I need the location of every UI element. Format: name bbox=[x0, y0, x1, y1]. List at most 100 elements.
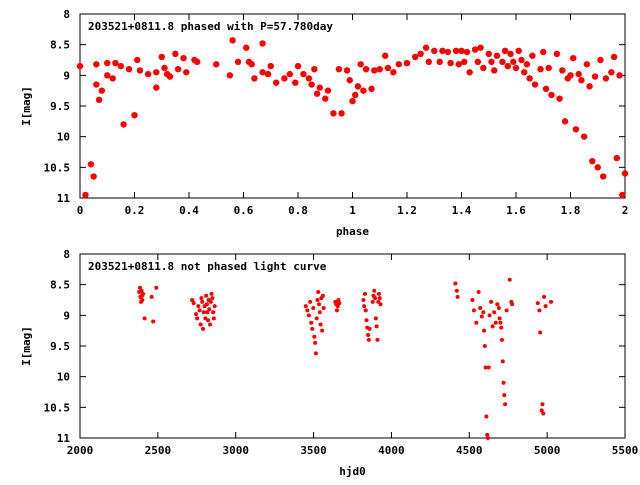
unphased-data-point bbox=[311, 305, 316, 310]
phased-y-tick-label: 9 bbox=[63, 69, 70, 82]
phased-data-point bbox=[477, 44, 484, 51]
unphased-data-point bbox=[362, 304, 367, 309]
unphased-data-point bbox=[484, 414, 489, 419]
unphased-data-point bbox=[504, 308, 509, 313]
unphased-data-point bbox=[362, 291, 367, 296]
phased-data-point bbox=[526, 75, 533, 82]
phased-data-point bbox=[480, 64, 487, 72]
phased-data-point bbox=[613, 154, 621, 162]
unphased-data-point bbox=[191, 301, 196, 306]
phased-data-point bbox=[520, 69, 528, 76]
unphased-data-point bbox=[497, 316, 502, 321]
phased-data-point bbox=[300, 70, 307, 78]
phased-data-point bbox=[349, 97, 356, 105]
phased-data-point bbox=[444, 48, 452, 56]
phased-data-point bbox=[545, 64, 552, 72]
phased-data-point bbox=[313, 90, 321, 97]
phased-data-point bbox=[324, 87, 332, 94]
unphased-data-point bbox=[201, 326, 206, 331]
phased-data-point bbox=[322, 95, 329, 102]
phased-data-point bbox=[229, 37, 236, 44]
phased-data-point bbox=[234, 58, 242, 66]
unphased-data-point bbox=[454, 288, 459, 293]
unphased-x-tick-label: 2500 bbox=[145, 444, 172, 457]
unphased-data-point bbox=[194, 312, 199, 317]
unphased-data-point bbox=[212, 304, 217, 309]
phased-y-tick-label: 10.5 bbox=[44, 161, 71, 174]
phased-y-tick-label: 8 bbox=[63, 8, 70, 21]
unphased-x-tick-label: 2000 bbox=[67, 444, 94, 457]
phased-x-tick-label: 2 bbox=[622, 204, 629, 217]
phased-data-point bbox=[540, 48, 547, 56]
phased-data-point bbox=[90, 173, 97, 180]
unphased-y-tick-label: 8 bbox=[63, 248, 70, 261]
unphased-y-tick-label: 11 bbox=[57, 432, 71, 445]
unphased-data-point bbox=[306, 313, 311, 318]
phased-data-point bbox=[491, 67, 498, 74]
unphased-data-point bbox=[314, 316, 319, 321]
unphased-light-curve-panel: 2000 2500 3000 3500 4000 4500 5000 5500 8 8.5 9 9.5… bbox=[20, 248, 638, 478]
phased-data-point bbox=[466, 69, 473, 76]
unphased-data-point bbox=[498, 320, 503, 325]
phased-data-point bbox=[158, 53, 165, 61]
unphased-data-point bbox=[540, 402, 545, 407]
unphased-data-point bbox=[496, 305, 501, 310]
phased-data-point bbox=[594, 164, 601, 171]
phased-data-point bbox=[98, 87, 106, 94]
phased-data-point bbox=[608, 69, 615, 76]
unphased-chart-title: 203521+0811.8 not phased light curve bbox=[88, 260, 327, 273]
phased-data-point bbox=[616, 72, 623, 79]
unphased-y-tick-label: 9.5 bbox=[50, 340, 70, 353]
unphased-data-point bbox=[478, 305, 483, 310]
phased-data-point bbox=[531, 81, 539, 88]
unphased-data-point bbox=[195, 316, 200, 321]
phased-data-point bbox=[251, 75, 258, 82]
unphased-data-point bbox=[373, 316, 378, 321]
phased-data-point bbox=[425, 58, 432, 66]
unphased-data-point bbox=[503, 402, 508, 407]
unphased-data-point bbox=[208, 322, 213, 327]
phased-data-point bbox=[281, 75, 288, 82]
phased-data-point bbox=[567, 72, 574, 79]
unphased-data-point bbox=[149, 294, 154, 299]
unphased-y-tick-label: 9 bbox=[63, 309, 70, 322]
unphased-data-point bbox=[499, 325, 504, 330]
phased-x-tick-label: 1.6 bbox=[506, 204, 526, 217]
phased-data-point bbox=[305, 75, 313, 82]
phased-data-point bbox=[294, 62, 302, 70]
phased-data-point bbox=[512, 64, 520, 72]
phased-data-point bbox=[417, 50, 424, 58]
phased-data-point bbox=[104, 59, 111, 67]
unphased-y-tick-label: 10 bbox=[57, 371, 70, 384]
phased-data-point bbox=[172, 50, 179, 58]
phased-data-point bbox=[343, 67, 351, 74]
phased-data-point bbox=[452, 47, 460, 54]
phased-data-point bbox=[619, 191, 626, 199]
unphased-data-point bbox=[200, 299, 205, 304]
unphased-data-point bbox=[364, 318, 369, 323]
unphased-data-point bbox=[482, 344, 487, 348]
phased-data-point bbox=[621, 170, 629, 177]
unphased-data-point bbox=[151, 319, 156, 324]
phased-data-point bbox=[134, 56, 141, 64]
unphased-data-point bbox=[487, 313, 492, 318]
phased-data-point bbox=[346, 77, 353, 84]
phased-data-point bbox=[316, 84, 323, 91]
unphased-x-tick-label: 3000 bbox=[222, 444, 249, 457]
phased-data-point bbox=[286, 70, 294, 78]
phased-data-point bbox=[112, 59, 119, 67]
unphased-data-point bbox=[208, 299, 213, 304]
unphased-data-point bbox=[482, 328, 487, 333]
phased-y-tick-label: 8.5 bbox=[50, 39, 70, 52]
unphased-data-point bbox=[500, 359, 505, 364]
phased-data-point bbox=[485, 50, 492, 58]
phased-data-point bbox=[589, 158, 596, 165]
phased-data-point bbox=[501, 47, 509, 54]
unphased-data-point bbox=[541, 411, 546, 416]
unphased-data-point bbox=[337, 301, 342, 306]
phased-y-tick-label: 9.5 bbox=[50, 100, 70, 113]
phased-data-point bbox=[259, 69, 266, 76]
unphased-data-point bbox=[490, 324, 495, 329]
unphased-data-point bbox=[543, 304, 548, 309]
